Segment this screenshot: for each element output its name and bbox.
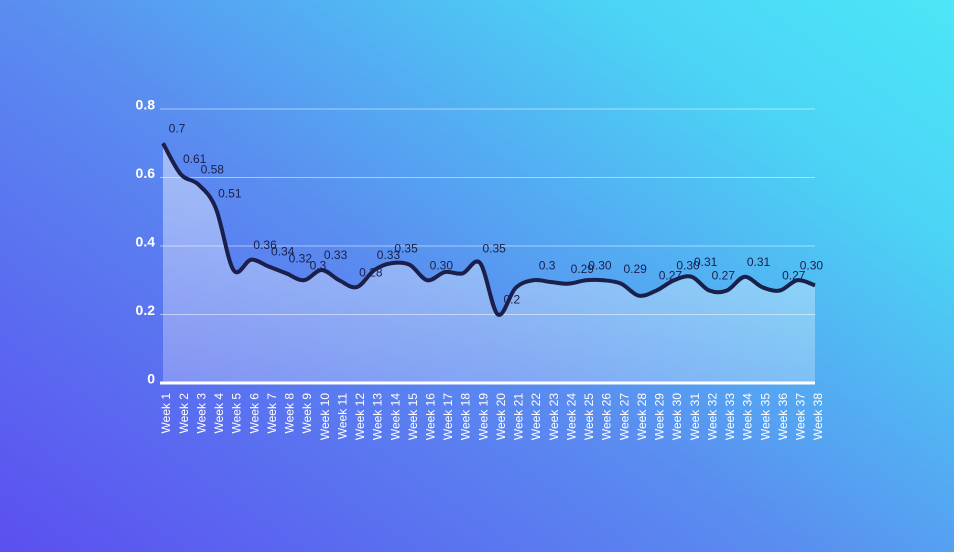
x-tick-label: Week 12 <box>353 393 367 440</box>
x-tick-label: Week 29 <box>653 393 667 440</box>
data-label: 0.58 <box>201 163 225 177</box>
data-label: 0.61 <box>183 152 207 166</box>
x-tick-label: Week 19 <box>476 393 490 440</box>
x-tick-label: Week 35 <box>758 393 772 440</box>
data-label: 0.33 <box>324 248 348 262</box>
data-label: 0.36 <box>253 238 277 252</box>
y-tick-label: 0.8 <box>136 97 156 113</box>
x-tick-label: Week 3 <box>194 393 208 434</box>
x-tick-label: Week 25 <box>582 393 596 440</box>
data-label: 0.27 <box>659 269 683 283</box>
x-tick-label: Week 8 <box>283 393 297 434</box>
x-tick-label: Week 33 <box>723 393 737 440</box>
x-tick-label: Week 36 <box>776 393 790 440</box>
x-tick-label: Week 21 <box>512 393 526 440</box>
data-label: 0.3 <box>310 258 327 272</box>
data-label: 0.27 <box>712 269 736 283</box>
line <box>161 142 816 317</box>
data-label: 0.31 <box>747 255 771 269</box>
data-label: 0.30 <box>676 258 700 272</box>
data-label: 0.29 <box>571 262 595 276</box>
data-label: 0.29 <box>623 262 647 276</box>
area <box>163 143 815 383</box>
x-tick-label: Week 6 <box>247 393 261 434</box>
data-label: 0.30 <box>588 258 612 272</box>
data-label: 0.27 <box>782 269 806 283</box>
x-tick-label: Week 7 <box>265 393 279 434</box>
x-tick-label: Week 32 <box>705 393 719 440</box>
x-tick-label: Week 28 <box>635 393 649 440</box>
x-tick-label: Week 11 <box>335 393 349 440</box>
data-label: 0.35 <box>483 241 507 255</box>
data-label: 0.51 <box>218 186 242 200</box>
data-label: 0.31 <box>694 255 718 269</box>
data-label: 0.35 <box>394 241 418 255</box>
data-label: 0.3 <box>539 258 556 272</box>
x-tick-label: Week 30 <box>670 393 684 440</box>
data-label: 0.32 <box>289 252 313 266</box>
x-tick-label: Week 17 <box>441 393 455 440</box>
x-tick-label: Week 2 <box>177 393 191 434</box>
x-tick-label: Week 16 <box>423 393 437 440</box>
x-tick-label: Week 10 <box>318 393 332 440</box>
x-tick-label: Week 15 <box>406 393 420 440</box>
x-tick-label: Week 27 <box>617 393 631 440</box>
x-tick-label: Week 4 <box>212 393 226 434</box>
x-tick-label: Week 5 <box>230 393 244 434</box>
y-tick-label: 0.4 <box>136 234 156 250</box>
x-tick-label: Week 34 <box>741 393 755 440</box>
data-label: 0.30 <box>430 258 454 272</box>
data-label: 0.28 <box>359 265 383 279</box>
x-tick-label: Week 18 <box>459 393 473 440</box>
x-tick-label: Week 23 <box>547 393 561 440</box>
y-tick-label: 0.6 <box>136 165 156 181</box>
data-label: 0.7 <box>169 121 186 135</box>
x-tick-label: Week 22 <box>529 393 543 440</box>
x-tick-label: Week 31 <box>688 393 702 440</box>
x-tick-label: Week 38 <box>811 393 825 440</box>
x-tick-label: Week 20 <box>494 393 508 440</box>
y-tick-label: 0.2 <box>136 302 156 318</box>
data-label: 0.33 <box>377 248 401 262</box>
x-tick-label: Week 37 <box>794 393 808 440</box>
x-tick-label: Week 9 <box>300 393 314 434</box>
data-label: 0.30 <box>800 258 824 272</box>
y-tick-label: 0 <box>147 371 155 387</box>
data-label: 0.34 <box>271 245 295 259</box>
x-tick-label: Week 24 <box>564 393 578 440</box>
data-label: 0.2 <box>503 293 520 307</box>
x-tick-label: Week 14 <box>388 393 402 440</box>
x-tick-label: Week 1 <box>159 393 173 434</box>
x-tick-label: Week 13 <box>371 393 385 440</box>
x-tick-label: Week 26 <box>600 393 614 440</box>
